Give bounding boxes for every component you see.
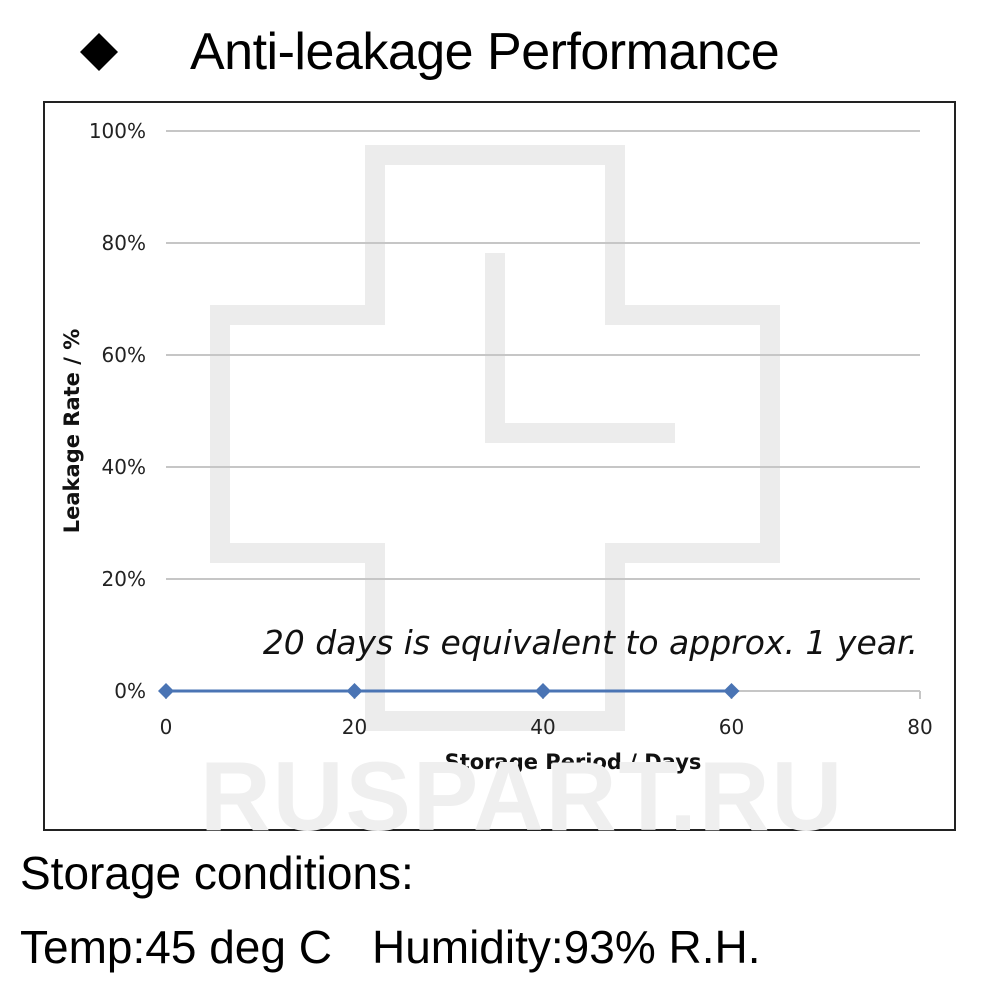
storage-conditions-heading: Storage conditions: xyxy=(20,847,414,899)
data-point-0 xyxy=(158,683,174,699)
y-tick-label-1: 20% xyxy=(102,567,146,591)
page-title: Anti-leakage Performance xyxy=(190,23,780,81)
data-point-3 xyxy=(723,683,740,699)
x-axis-title: Storage Period / Days xyxy=(445,750,702,774)
humidity-condition: Humidity:93% R.H. xyxy=(371,921,761,973)
data-point-1 xyxy=(346,683,363,699)
x-tick-label-4: 80 xyxy=(907,715,932,739)
cross-outline-icon xyxy=(210,145,780,731)
leakage-chart: 0% 20% 40% 60% 80% 100% 0 20 40 60 80 Storage Perio… xyxy=(60,119,933,774)
page-heading: Anti-leakage Performance xyxy=(80,12,780,92)
watermark-cross-outer xyxy=(210,145,780,731)
y-tick-label-0: 0% xyxy=(114,679,146,703)
storage-conditions-values: Temp:45 deg C Humidity:93% R.H. xyxy=(20,920,761,974)
y-tick-label-2: 40% xyxy=(102,455,146,479)
x-tick-label-1: 20 xyxy=(342,715,367,739)
chart-frame: 0% 20% 40% 60% 80% 100% 0 20 40 60 80 Storage Perio… xyxy=(43,101,956,831)
x-tick-label-2: 40 xyxy=(530,715,555,739)
watermark-cross-inner xyxy=(485,253,675,443)
y-tick-label-4: 80% xyxy=(102,231,146,255)
data-point-2 xyxy=(535,683,551,699)
temperature-condition: Temp:45 deg C xyxy=(20,921,332,973)
black-diamond-icon xyxy=(80,33,118,71)
watermark-text: RUSPART.RU xyxy=(200,741,845,851)
chart-annotation: 20 days is equivalent to approx. 1 year. xyxy=(263,623,918,662)
y-tick-label-3: 60% xyxy=(102,343,146,367)
y-tick-label-5: 100% xyxy=(89,119,146,143)
x-tick-label-0: 0 xyxy=(160,715,173,739)
x-tick-label-3: 60 xyxy=(719,715,744,739)
y-axis-title: Leakage Rate / % xyxy=(60,329,84,533)
